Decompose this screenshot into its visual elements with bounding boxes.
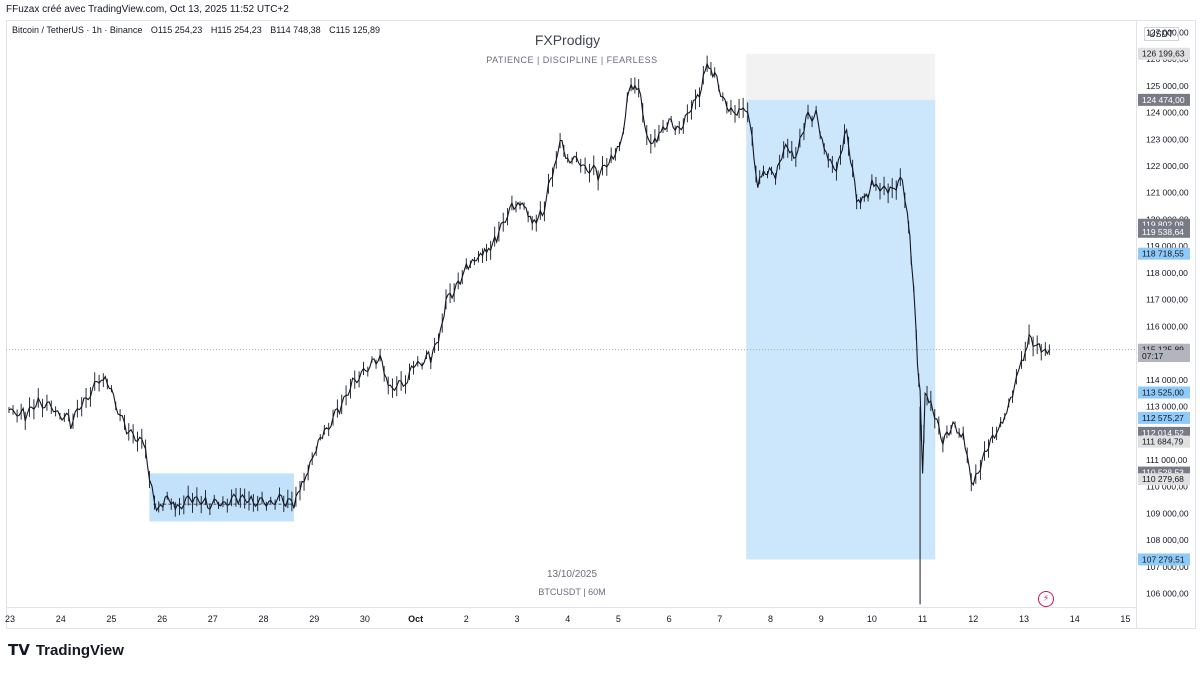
price-axis-separator	[1136, 20, 1137, 629]
price-label-text: 124 474,00	[1142, 95, 1185, 105]
x-tick-label: 12	[968, 614, 978, 624]
price-label-text: 126 199,63	[1142, 49, 1185, 59]
lightning-icon[interactable]: ⚡	[1038, 591, 1054, 607]
tradingview-footer[interactable]: 𝗧𝗩 TradingView	[8, 641, 124, 659]
tradingview-logo-icon: 𝗧𝗩	[8, 641, 30, 659]
price-label-box	[1138, 47, 1190, 60]
time-axis-separator	[6, 607, 1136, 608]
y-tick-label: 127 000,00	[1146, 27, 1189, 37]
tradingview-brand: TradingView	[35, 641, 124, 659]
zone-long-entry	[746, 99, 936, 560]
x-tick-label: Oct	[408, 614, 423, 624]
watermark-date: 13/10/2025	[546, 569, 598, 580]
y-tick-label: 113 000,00	[1146, 402, 1188, 412]
price-label-box	[1138, 553, 1190, 566]
price-label-text: 118 718,55	[1142, 249, 1184, 259]
watermark-pair: BTCUSDT | 60M	[538, 587, 606, 597]
x-tick-label: 24	[56, 614, 66, 624]
x-tick-label: 10	[867, 614, 877, 624]
author-line: FFuzax créé avec TradingView.com, Oct 13…	[6, 4, 289, 15]
y-tick-label: 114 000,00	[1146, 375, 1188, 385]
x-tick-label: 14	[1070, 614, 1080, 624]
y-tick-label: 107 000,00	[1146, 562, 1189, 572]
price-label-text: 113 525,00	[1142, 388, 1184, 398]
ohlc-high: H115 254,23	[210, 25, 262, 35]
price-label-text: 110 528,53	[1142, 468, 1184, 478]
price-label-box	[1138, 411, 1190, 424]
zone-consolidation	[149, 473, 294, 522]
x-tick-label: 25	[106, 614, 116, 624]
symbol-legend[interactable]: Bitcoin / TetherUS · 1h · Binance O115 2…	[12, 25, 386, 35]
x-tick-label: 26	[157, 614, 167, 624]
y-tick-label: 110 000,00	[1146, 482, 1188, 492]
price-label-box	[1138, 93, 1190, 106]
price-label-text: 07:17	[1142, 351, 1164, 361]
ohlc-low: B114 748,38	[270, 25, 321, 35]
price-label-text: 112 014,52	[1142, 428, 1184, 438]
y-tick-label: 117 000,00	[1146, 295, 1188, 305]
price-label-box	[1138, 350, 1190, 363]
y-tick-label: 111 000,00	[1146, 455, 1188, 465]
x-tick-label: 5	[616, 614, 621, 624]
x-tick-label: 4	[565, 614, 570, 624]
y-tick-label: 116 000,00	[1146, 321, 1188, 331]
price-label-text: 112 575,27	[1142, 413, 1184, 423]
x-tick-label: 8	[768, 614, 773, 624]
x-tick-label: 29	[309, 614, 319, 624]
y-tick-label: 123 000,00	[1146, 134, 1189, 144]
price-label-box	[1138, 225, 1190, 238]
price-label-text: 119 802,08	[1142, 220, 1184, 230]
y-tick-label: 106 000,00	[1146, 589, 1189, 599]
price-label-text: 115 125,89	[1142, 345, 1184, 355]
price-label-box	[1138, 435, 1190, 448]
watermark-title: FXProdigy	[534, 32, 601, 48]
y-tick-label: 121 000,00	[1146, 188, 1189, 198]
x-tick-label: 30	[360, 614, 370, 624]
y-tick-label: 119 000,00	[1146, 241, 1188, 251]
x-tick-label: 27	[208, 614, 218, 624]
x-tick-label: 3	[514, 614, 519, 624]
x-tick-label: 15	[1120, 614, 1130, 624]
price-label-text: 111 684,79	[1142, 437, 1184, 447]
x-tick-label: 11	[918, 614, 927, 624]
symbol-name: Bitcoin / TetherUS · 1h · Binance	[12, 25, 143, 35]
price-label-box	[1138, 247, 1190, 260]
y-tick-label: 118 000,00	[1146, 268, 1188, 278]
y-tick-label: 125 000,00	[1146, 81, 1189, 91]
x-tick-label: 13	[1019, 614, 1029, 624]
chart-frame	[6, 20, 1196, 629]
x-tick-label: 6	[667, 614, 672, 624]
price-series-line	[8, 62, 1050, 512]
watermark-subtitle: PATIENCE | DISCIPLINE | FEARLESS	[486, 55, 658, 65]
x-tick-label: 28	[258, 614, 268, 624]
ohlc-close: C115 125,89	[329, 25, 381, 35]
y-tick-label: 109 000,00	[1146, 508, 1189, 518]
y-tick-label: 108 000,00	[1146, 535, 1189, 545]
x-tick-label: 2	[464, 614, 469, 624]
x-tick-label: 7	[717, 614, 722, 624]
price-label-text: 110 279,68	[1142, 474, 1184, 484]
price-label-box	[1138, 386, 1190, 399]
price-label-box	[1138, 473, 1190, 486]
price-label-text: 107 279,51	[1142, 554, 1185, 564]
price-label-text: 119 538,64	[1142, 227, 1184, 237]
ohlc-open: O115 254,23	[150, 25, 203, 35]
x-tick-label: 23	[5, 614, 15, 624]
currency-selector[interactable]: USDT	[1144, 27, 1179, 41]
y-tick-label: 124 000,00	[1146, 108, 1189, 118]
y-tick-label: 122 000,00	[1146, 161, 1189, 171]
x-tick-label: 9	[819, 614, 824, 624]
zone-long-target	[746, 53, 936, 100]
